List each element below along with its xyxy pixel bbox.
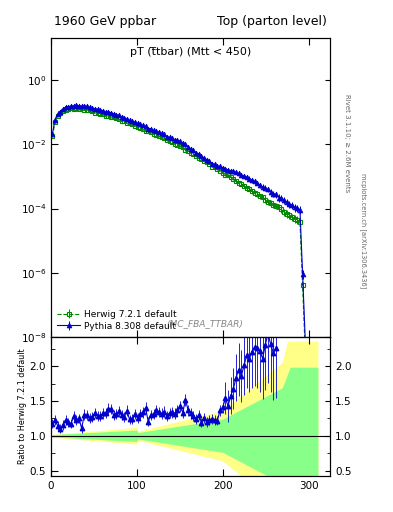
Text: (MC_FBA_TTBAR): (MC_FBA_TTBAR) bbox=[166, 319, 243, 328]
Legend: Herwig 7.2.1 default, Pythia 8.308 default: Herwig 7.2.1 default, Pythia 8.308 defau… bbox=[55, 308, 178, 332]
Text: pT (t̅tbar) (Mtt < 450): pT (t̅tbar) (Mtt < 450) bbox=[130, 47, 251, 57]
Y-axis label: Ratio to Herwig 7.2.1 default: Ratio to Herwig 7.2.1 default bbox=[18, 349, 27, 464]
Text: mcplots.cern.ch [arXiv:1306.3436]: mcplots.cern.ch [arXiv:1306.3436] bbox=[360, 173, 366, 288]
Text: Rivet 3.1.10; ≥ 2.6M events: Rivet 3.1.10; ≥ 2.6M events bbox=[344, 94, 350, 193]
Text: Top (parton level): Top (parton level) bbox=[217, 15, 327, 28]
Text: 1960 GeV ppbar: 1960 GeV ppbar bbox=[54, 15, 156, 28]
